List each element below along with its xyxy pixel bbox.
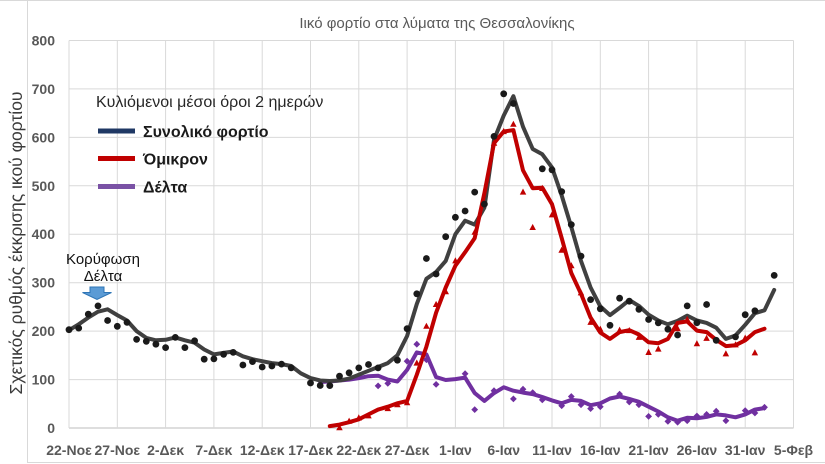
svg-text:27-Νοε: 27-Νοε	[95, 442, 141, 458]
svg-text:Κυλιόμενοι μέσοι όροι 2 ημερών: Κυλιόμενοι μέσοι όροι 2 ημερών	[96, 94, 323, 111]
svg-text:500: 500	[32, 178, 56, 194]
svg-text:200: 200	[32, 323, 56, 339]
svg-text:22-Δεκ: 22-Δεκ	[336, 442, 381, 458]
svg-text:16-Ιαν: 16-Ιαν	[580, 442, 621, 458]
svg-text:Ιικό φορτίο στα λύματα της Θεσ: Ιικό φορτίο στα λύματα της Θεσσαλονίκης	[299, 15, 574, 32]
svg-text:2-Δεκ: 2-Δεκ	[147, 442, 184, 458]
svg-text:Συνολικό φορτίο: Συνολικό φορτίο	[143, 124, 269, 141]
svg-text:22-Νοε: 22-Νοε	[46, 442, 92, 458]
svg-text:400: 400	[32, 226, 56, 242]
svg-text:11-Ιαν: 11-Ιαν	[532, 442, 572, 458]
svg-text:7-Δεκ: 7-Δεκ	[195, 442, 232, 458]
svg-text:700: 700	[32, 81, 56, 97]
svg-text:300: 300	[32, 275, 56, 291]
svg-text:800: 800	[32, 33, 56, 49]
svg-text:Όμικρον: Όμικρον	[142, 152, 208, 169]
svg-text:Δέλτα: Δέλτα	[143, 180, 187, 197]
svg-text:12-Δεκ: 12-Δεκ	[240, 442, 285, 458]
svg-text:Σχετικός ρυθμός έκκρισης ικού: Σχετικός ρυθμός έκκρισης ικού φορτίου	[6, 92, 26, 395]
svg-text:31-Ιαν: 31-Ιαν	[725, 442, 766, 458]
svg-text:5-Φεβ: 5-Φεβ	[774, 442, 814, 458]
svg-text:26-Ιαν: 26-Ιαν	[677, 442, 718, 458]
svg-text:Δέλτα: Δέλτα	[84, 268, 123, 285]
svg-text:0: 0	[47, 420, 55, 436]
svg-text:Κορύφωση: Κορύφωση	[66, 251, 140, 268]
svg-text:17-Δεκ: 17-Δεκ	[288, 442, 333, 458]
svg-text:21-Ιαν: 21-Ιαν	[628, 442, 669, 458]
svg-text:6-Ιαν: 6-Ιαν	[487, 442, 520, 458]
svg-text:27-Δεκ: 27-Δεκ	[385, 442, 430, 458]
svg-text:100: 100	[32, 372, 56, 388]
svg-text:1-Ιαν: 1-Ιαν	[439, 442, 472, 458]
svg-text:600: 600	[32, 129, 56, 145]
